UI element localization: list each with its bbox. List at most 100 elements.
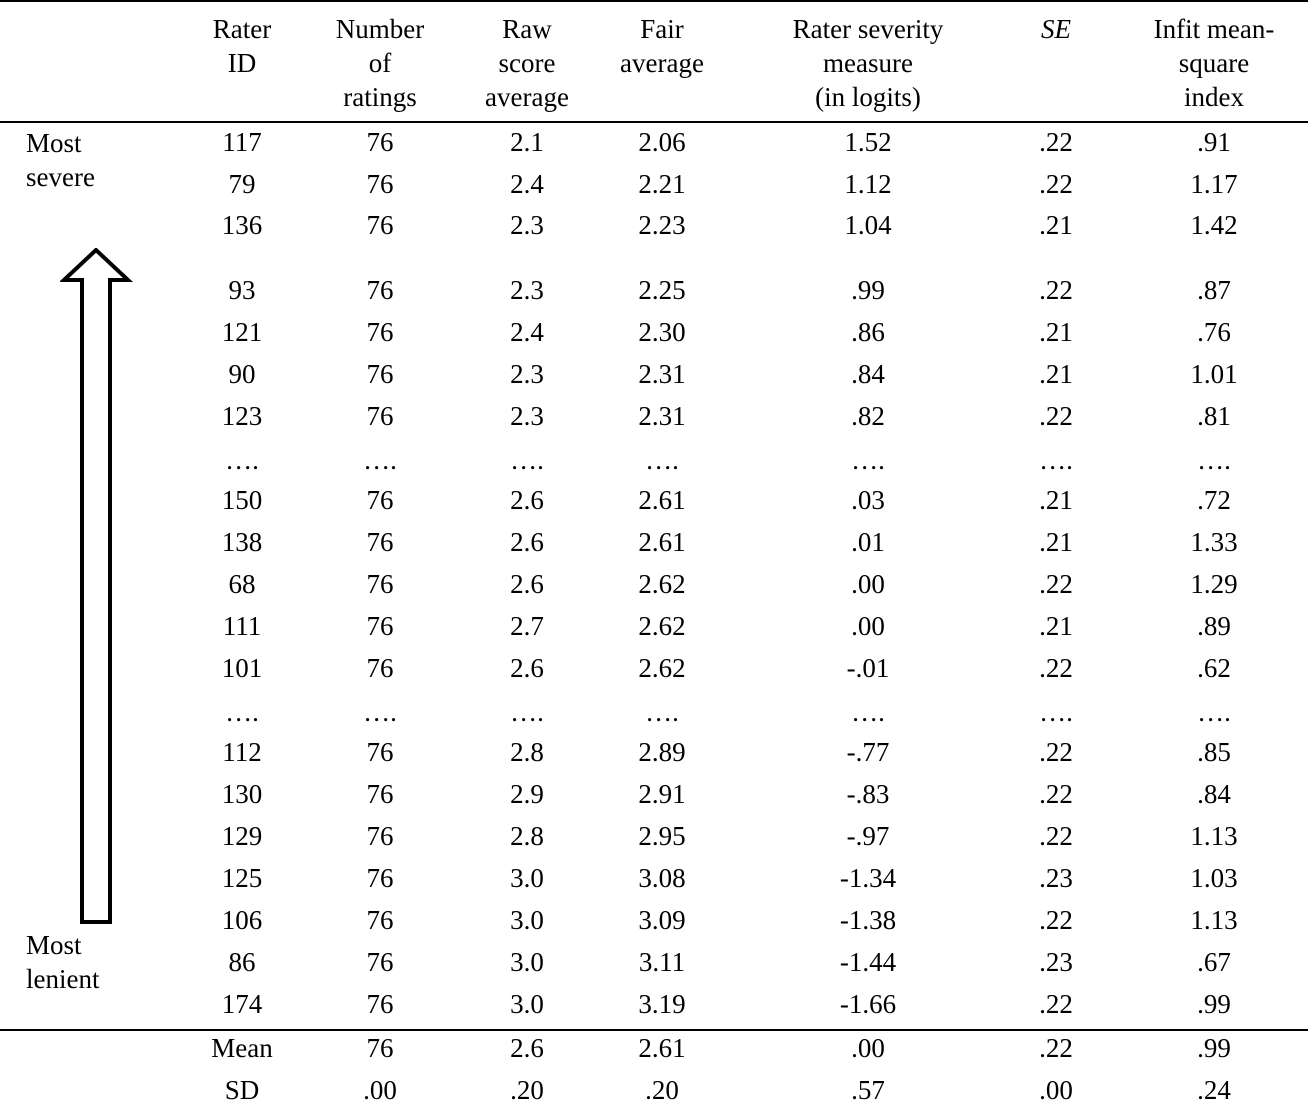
cell-rater-id: 106 xyxy=(221,905,263,935)
cell-number-of-ratings: 76 xyxy=(366,611,394,641)
cell-raw-score-average: …. xyxy=(510,445,544,475)
cell-number-of-ratings: 76 xyxy=(366,989,394,1019)
cell-fair-average: 2.91 xyxy=(638,779,686,809)
cell-number-of-ratings: 76 xyxy=(366,485,394,515)
cell-rater-id: 68 xyxy=(228,569,256,599)
cell-se: .23 xyxy=(1039,947,1073,977)
cell-rater-id: 129 xyxy=(221,821,263,851)
cell-raw-score-average: 2.9 xyxy=(510,779,544,809)
cell-rater-severity-measure: -.97 xyxy=(846,821,890,851)
cell-fair-average: 2.89 xyxy=(638,737,686,767)
cell-se: .21 xyxy=(1039,485,1073,515)
cell-number-of-ratings: 76 xyxy=(366,317,394,347)
cell-fair-average: 2.62 xyxy=(638,653,686,683)
cell-fair-average: 2.31 xyxy=(638,401,686,431)
cell-rater-id: 125 xyxy=(221,863,263,893)
cell-infit-mean-square-index: .72 xyxy=(1197,485,1231,515)
cell-rater-severity-measure: .82 xyxy=(851,401,885,431)
cell-rater-id: 121 xyxy=(221,317,263,347)
cell-raw-score-average: 2.3 xyxy=(510,210,544,240)
cell-se: .22 xyxy=(1039,821,1073,851)
cell-number-of-ratings: 76 xyxy=(366,863,394,893)
summary-cell-se: .00 xyxy=(1039,1075,1073,1105)
cell-infit-mean-square-index: …. xyxy=(1197,445,1231,475)
cell-raw-score-average: 2.3 xyxy=(510,275,544,305)
cell-fair-average: 3.19 xyxy=(638,989,686,1019)
cell-rater-severity-measure: …. xyxy=(851,697,885,727)
cell-raw-score-average: …. xyxy=(510,697,544,727)
cell-rater-id: 101 xyxy=(221,653,263,683)
cell-rater-id: 111 xyxy=(222,611,262,641)
cell-rater-severity-measure: -1.38 xyxy=(839,905,897,935)
top-rule xyxy=(0,0,1308,2)
cell-number-of-ratings: 76 xyxy=(366,905,394,935)
cell-rater-id: 123 xyxy=(221,401,263,431)
cell-number-of-ratings: 76 xyxy=(366,401,394,431)
cell-raw-score-average: 2.6 xyxy=(510,653,544,683)
cell-rater-id: 93 xyxy=(228,275,256,305)
header-infit-mean-square-index: Infit mean-square index xyxy=(1153,14,1275,112)
cell-raw-score-average: 2.6 xyxy=(510,485,544,515)
cell-raw-score-average: 2.8 xyxy=(510,821,544,851)
cell-rater-id: 90 xyxy=(228,359,256,389)
cell-fair-average: 3.09 xyxy=(638,905,686,935)
cell-infit-mean-square-index: .76 xyxy=(1197,317,1231,347)
cell-rater-severity-measure: 1.04 xyxy=(844,210,892,240)
cell-se: .21 xyxy=(1039,317,1073,347)
cell-number-of-ratings: 76 xyxy=(366,210,394,240)
cell-infit-mean-square-index: .67 xyxy=(1197,947,1231,977)
cell-se: .22 xyxy=(1039,127,1073,157)
cell-fair-average: 2.31 xyxy=(638,359,686,389)
cell-rater-id: 130 xyxy=(221,779,263,809)
cell-infit-mean-square-index: .81 xyxy=(1197,401,1231,431)
cell-rater-severity-measure: 1.12 xyxy=(844,169,892,199)
cell-fair-average: 3.08 xyxy=(638,863,686,893)
cell-rater-id: 79 xyxy=(228,169,256,199)
summary-rule xyxy=(0,1029,1308,1031)
cell-infit-mean-square-index: .99 xyxy=(1197,989,1231,1019)
header-raw-score-average: Raw score average xyxy=(485,14,569,112)
cell-se: .22 xyxy=(1039,569,1073,599)
cell-fair-average: 2.25 xyxy=(638,275,686,305)
summary-cell-number-of-ratings: 76 xyxy=(366,1033,394,1063)
cell-raw-score-average: 2.6 xyxy=(510,527,544,557)
cell-raw-score-average: 2.3 xyxy=(510,401,544,431)
cell-rater-severity-measure: -1.44 xyxy=(839,947,897,977)
cell-rater-severity-measure: .84 xyxy=(851,359,885,389)
header-rater-id: Rater ID xyxy=(212,14,272,78)
cell-infit-mean-square-index: .91 xyxy=(1197,127,1231,157)
header-se: SE xyxy=(1041,14,1071,44)
summary-cell-se: .22 xyxy=(1039,1033,1073,1063)
cell-infit-mean-square-index: 1.33 xyxy=(1190,527,1238,557)
cell-infit-mean-square-index: 1.03 xyxy=(1190,863,1238,893)
cell-rater-id: 117 xyxy=(222,127,262,157)
cell-se: .21 xyxy=(1039,210,1073,240)
cell-number-of-ratings: 76 xyxy=(366,127,394,157)
cell-fair-average: 3.11 xyxy=(638,947,686,977)
cell-infit-mean-square-index: 1.13 xyxy=(1190,821,1238,851)
cell-rater-severity-measure: -.83 xyxy=(846,779,890,809)
cell-number-of-ratings: 76 xyxy=(366,169,394,199)
summary-cell-raw-score-average: .20 xyxy=(510,1075,544,1105)
cell-fair-average: 2.61 xyxy=(638,527,686,557)
cell-rater-id: 136 xyxy=(221,210,263,240)
cell-se: .22 xyxy=(1039,275,1073,305)
cell-fair-average: 2.62 xyxy=(638,569,686,599)
cell-rater-severity-measure: -.01 xyxy=(846,653,890,683)
cell-rater-severity-measure: …. xyxy=(851,445,885,475)
cell-rater-severity-measure: .99 xyxy=(851,275,885,305)
cell-rater-severity-measure: -1.34 xyxy=(839,863,897,893)
cell-raw-score-average: 2.1 xyxy=(510,127,544,157)
cell-infit-mean-square-index: 1.01 xyxy=(1190,359,1238,389)
cell-infit-mean-square-index: .87 xyxy=(1197,275,1231,305)
cell-number-of-ratings: 76 xyxy=(366,737,394,767)
cell-fair-average: 2.30 xyxy=(638,317,686,347)
cell-se: …. xyxy=(1039,697,1073,727)
cell-raw-score-average: 3.0 xyxy=(510,905,544,935)
cell-number-of-ratings: 76 xyxy=(366,275,394,305)
header-fair-average: Fair average xyxy=(620,14,704,78)
cell-raw-score-average: 2.8 xyxy=(510,737,544,767)
cell-se: .22 xyxy=(1039,401,1073,431)
cell-number-of-ratings: 76 xyxy=(366,653,394,683)
summary-cell-raw-score-average: 2.6 xyxy=(510,1033,544,1063)
